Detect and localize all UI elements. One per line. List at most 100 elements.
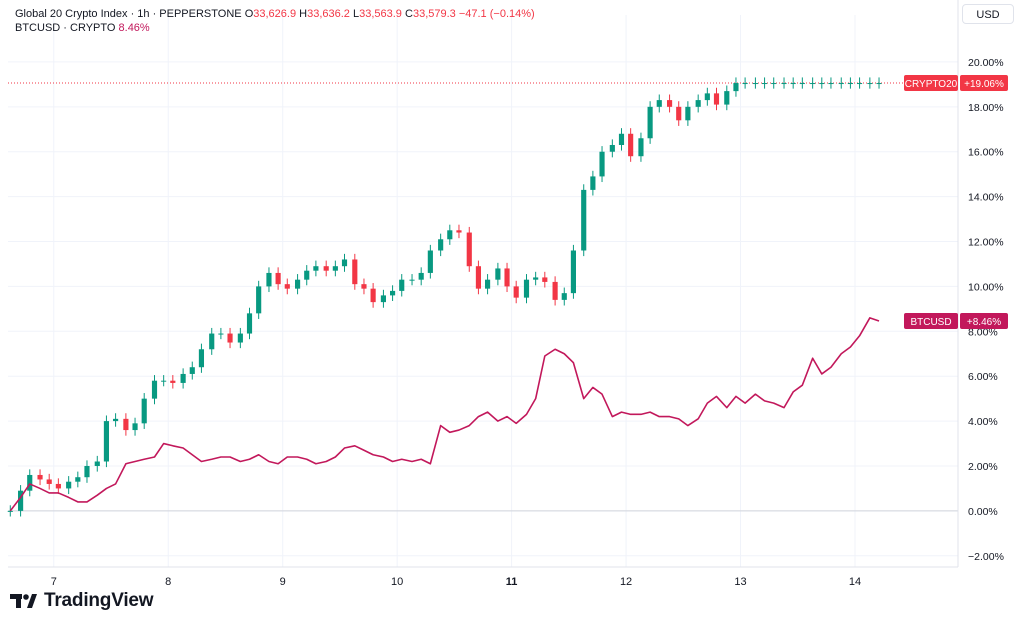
y-tick-label: 12.00% — [968, 237, 1004, 249]
y-tick-label: 8.00% — [968, 326, 998, 338]
btcusd-value-tag: +8.46% — [967, 317, 1001, 328]
y-axis[interactable]: −2.00% 0.00% 2.00% 4.00% 6.00% 8.00% 10.00% 12.… — [957, 0, 1004, 567]
candle-body — [513, 286, 519, 298]
x-tick-label: 7 — [51, 576, 57, 588]
y-tick-label: −2.00% — [968, 551, 1004, 563]
x-tick-label: 8 — [165, 576, 171, 588]
candle-body — [275, 272, 281, 285]
candle-body — [552, 281, 558, 300]
crypto20-value-tag: +19.06% — [964, 79, 1004, 90]
crypto20-name-tag: CRYPTO20 — [905, 79, 958, 90]
y-tick-label: 16.00% — [968, 147, 1004, 159]
candle-body — [304, 270, 310, 280]
candle-body — [390, 290, 396, 296]
candle-body — [495, 268, 501, 280]
candle-body — [581, 189, 587, 251]
candle-body — [418, 272, 424, 280]
candle-body — [742, 83, 748, 85]
legend-btc-symbol: BTCUSD · CRYPTO — [15, 22, 116, 34]
candle-body — [284, 284, 290, 289]
crypto20-name-tag-bg — [904, 75, 958, 92]
candle-body — [427, 250, 433, 273]
chart-grid — [8, 15, 958, 567]
candle-body — [628, 133, 634, 157]
candle-body — [170, 380, 176, 383]
legend-low: L33,563.9 — [352, 8, 402, 20]
x-axis[interactable]: 7 8 9 10 11 12 13 14 — [8, 566, 958, 588]
y-tick-label: 0.00% — [968, 506, 998, 518]
candle-body — [332, 266, 338, 271]
candle-body — [295, 279, 301, 289]
y-tick-label: 14.00% — [968, 192, 1004, 204]
x-tick-label: 9 — [280, 576, 286, 588]
candle-body — [590, 176, 596, 190]
candle-body — [828, 83, 834, 85]
candle-body — [209, 333, 215, 350]
legend-change: −47.1 (−0.14%) — [458, 8, 535, 20]
candle-body — [771, 83, 777, 85]
candle-body — [46, 479, 52, 484]
candle-body — [123, 418, 129, 431]
candle-body — [447, 230, 453, 240]
price-tags: CRYPTO20 +19.06% BTCUSD +8.46% — [904, 75, 1008, 329]
candle-body — [198, 349, 205, 368]
candle-body — [103, 421, 110, 462]
candle-body — [246, 313, 253, 334]
candle-body — [266, 272, 272, 287]
crypto20-candles — [7, 77, 882, 517]
candle-body — [713, 93, 720, 105]
currency-button[interactable]: USD — [962, 4, 1014, 24]
candle-body — [561, 293, 567, 300]
legend-btc-value: 8.46% — [118, 22, 150, 34]
candle-body — [838, 83, 844, 85]
candle-body — [256, 286, 262, 314]
candle-body — [227, 333, 233, 343]
x-tick-label: 14 — [849, 576, 861, 588]
candle-body — [876, 83, 882, 85]
tradingview-logo[interactable]: TradingView — [10, 590, 154, 612]
legend-symbol: Global 20 Crypto Index · 1h · PEPPERSTON… — [15, 8, 242, 20]
legend-close: C33,579.3 — [405, 8, 456, 20]
y-tick-label: 2.00% — [968, 461, 998, 473]
candle-body — [618, 133, 625, 145]
candle-body — [609, 144, 615, 152]
legend-crypto20[interactable]: Global 20 Crypto Index · 1h · PEPPERSTON… — [15, 7, 535, 21]
legend-btcusd[interactable]: BTCUSD · CRYPTO 8.46% — [15, 21, 150, 35]
y-tick-label: 10.00% — [968, 281, 1004, 293]
candle-body — [819, 83, 825, 85]
x-tick-label: 11 — [506, 576, 518, 588]
y-tick-label: 6.00% — [968, 371, 998, 383]
candle-body — [542, 277, 548, 282]
candle-body — [313, 266, 319, 271]
y-tick-label: 20.00% — [968, 57, 1004, 69]
btcusd-name-tag-bg — [904, 312, 958, 329]
candle-body — [867, 83, 873, 85]
btcusd-series-line — [9, 317, 880, 512]
candle-body — [847, 83, 853, 85]
btcusd-line — [9, 317, 880, 512]
candle-body — [810, 83, 816, 85]
candle-body — [475, 266, 481, 289]
candle-body — [438, 239, 444, 251]
candle-body — [180, 373, 186, 383]
crypto20-value-tag-bg — [960, 75, 1008, 92]
candle-body — [704, 93, 710, 101]
candle-body — [55, 483, 61, 489]
candle-body — [361, 284, 367, 289]
candle-body — [466, 232, 472, 267]
candle-body — [685, 106, 691, 121]
legend-high: H33,636.2 — [299, 8, 350, 20]
candle-body — [151, 380, 158, 399]
candle-body — [533, 277, 539, 280]
candle-body — [161, 380, 167, 382]
candle-body — [341, 259, 348, 267]
x-tick-label: 10 — [391, 576, 403, 588]
candle-body — [94, 461, 100, 466]
candle-body — [323, 266, 329, 271]
legend-open: O33,626.9 — [244, 8, 297, 20]
candle-body — [799, 83, 805, 85]
candle-body — [141, 398, 147, 424]
candle-body — [504, 268, 510, 287]
btcusd-name-tag: BTCUSD — [910, 317, 951, 328]
